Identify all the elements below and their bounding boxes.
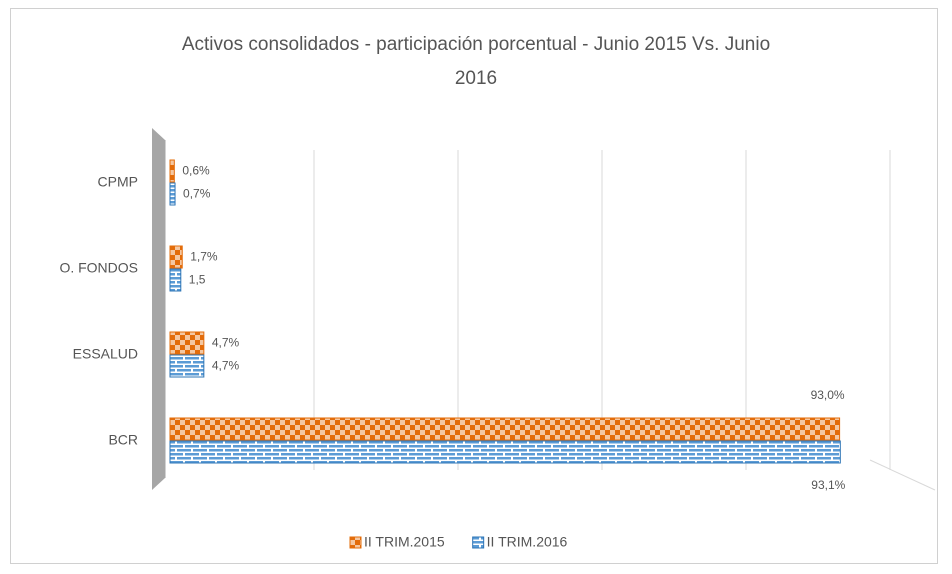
legend-swatch xyxy=(349,536,362,549)
y-tick-label: BCR xyxy=(108,432,138,448)
data-label: 0,6% xyxy=(182,164,210,178)
data-label: 4,7% xyxy=(212,336,240,350)
floor-edge xyxy=(869,459,936,491)
chart-title: Activos consolidados - participación por… xyxy=(181,34,771,89)
legend-swatch xyxy=(472,536,485,549)
bar xyxy=(169,268,182,292)
data-label: 0,7% xyxy=(183,187,211,201)
data-label: 1,7% xyxy=(190,250,218,264)
y-tick-label: ESSALUD xyxy=(73,346,138,362)
bar xyxy=(169,440,841,464)
data-label: 93,0% xyxy=(811,388,845,402)
data-label: 93,1% xyxy=(811,478,845,492)
bar xyxy=(169,245,183,269)
chart-frame xyxy=(10,8,938,564)
y-tick-label: CPMP xyxy=(98,174,138,190)
bar xyxy=(169,159,175,183)
legend-label: II TRIM.2015 xyxy=(364,534,445,550)
legend-label: II TRIM.2016 xyxy=(487,534,568,550)
back-wall xyxy=(152,128,165,490)
bar xyxy=(169,417,841,441)
bar xyxy=(169,331,205,355)
data-label: 1,5 xyxy=(189,273,206,287)
bar xyxy=(169,182,176,206)
data-label: 4,7% xyxy=(212,359,240,373)
y-tick-label: O. FONDOS xyxy=(59,260,138,276)
bar xyxy=(169,354,205,378)
